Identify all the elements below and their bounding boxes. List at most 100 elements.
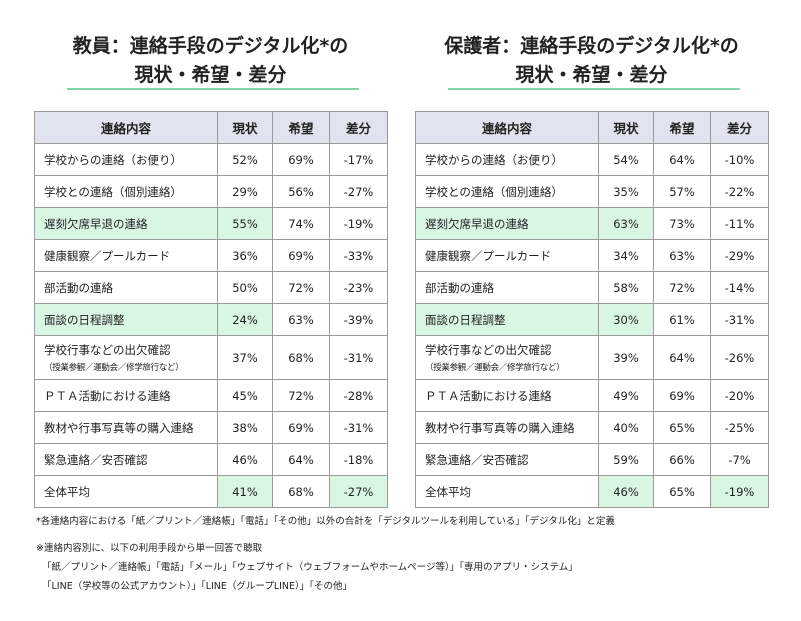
row-diff: -18% — [329, 443, 388, 476]
footnote-method: ※連絡内容別に、以下の利用手段から単一回答で聴取 — [36, 543, 263, 554]
footnote-options-2: 「LINE（学校等の公式アカウント）」「LINE（グループLINE）」「その他」 — [42, 581, 353, 592]
guardian-title-line2: 現状・希望・差分 — [515, 64, 668, 86]
row-diff: -31% — [710, 303, 769, 336]
table-row: ＰＴＡ活動における連絡 49% 69% -20% — [415, 379, 769, 412]
row-diff: -20% — [710, 379, 769, 412]
row-current: 35% — [598, 175, 654, 208]
guardian-title: 保護者：連絡手段のデジタル化*の 現状・希望・差分 — [415, 32, 768, 90]
row-hope: 73% — [653, 207, 711, 240]
row-diff: -26% — [710, 335, 769, 380]
table-row-average: 全体平均 46% 65% -19% — [415, 475, 769, 508]
table-row: 学校からの連絡（お便り） 52% 69% -17% — [34, 143, 388, 176]
table-row: 教材や行事写真等の購入連絡 40% 65% -25% — [415, 411, 769, 444]
table-row: 面談の日程調整 30% 61% -31% — [415, 303, 769, 336]
row-diff: -14% — [710, 271, 769, 304]
row-item: 遅刻欠席早退の連絡 — [34, 207, 218, 240]
row-current: 54% — [598, 143, 654, 176]
table-row: 緊急連絡／安否確認 46% 64% -18% — [34, 443, 388, 476]
table-row: ＰＴＡ活動における連絡 45% 72% -28% — [34, 379, 388, 412]
row-hope: 69% — [272, 143, 330, 176]
header-current: 現状 — [217, 111, 273, 144]
header-item: 連絡内容 — [34, 111, 218, 144]
row-item: 全体平均 — [34, 475, 218, 508]
row-item-sub: （授業参観／運動会／修学旅行など） — [44, 363, 184, 373]
row-diff: -25% — [710, 411, 769, 444]
row-hope: 63% — [272, 303, 330, 336]
teacher-table: 連絡内容 現状 希望 差分 学校からの連絡（お便り） 52% 69% -17% … — [34, 111, 388, 508]
row-hope: 68% — [272, 335, 330, 380]
row-current: 41% — [217, 475, 273, 508]
row-current: 55% — [217, 207, 273, 240]
header-current: 現状 — [598, 111, 654, 144]
row-item: 緊急連絡／安否確認 — [34, 443, 218, 476]
row-diff: -11% — [710, 207, 769, 240]
table-row: 学校との連絡（個別連絡） 29% 56% -27% — [34, 175, 388, 208]
row-current: 30% — [598, 303, 654, 336]
table-row: 部活動の連絡 50% 72% -23% — [34, 271, 388, 304]
row-hope: 72% — [272, 379, 330, 412]
table-row: 教材や行事写真等の購入連絡 38% 69% -31% — [34, 411, 388, 444]
row-diff: -28% — [329, 379, 388, 412]
row-hope: 69% — [653, 379, 711, 412]
row-item: 健康観察／プールカード — [415, 239, 599, 272]
row-current: 24% — [217, 303, 273, 336]
row-item: 学校との連絡（個別連絡） — [34, 175, 218, 208]
row-current: 59% — [598, 443, 654, 476]
row-current: 36% — [217, 239, 273, 272]
teacher-title-line2: 現状・希望・差分 — [134, 64, 287, 86]
row-hope: 68% — [272, 475, 330, 508]
row-current: 58% — [598, 271, 654, 304]
table-header-row: 連絡内容 現状 希望 差分 — [34, 111, 388, 144]
row-diff: -27% — [329, 475, 388, 508]
table-row: 遅刻欠席早退の連絡 63% 73% -11% — [415, 207, 769, 240]
row-item: 全体平均 — [415, 475, 599, 508]
table-row: 健康観察／プールカード 34% 63% -29% — [415, 239, 769, 272]
header-hope: 希望 — [272, 111, 330, 144]
row-hope: 65% — [653, 411, 711, 444]
row-item: 緊急連絡／安否確認 — [415, 443, 599, 476]
table-row: 学校との連絡（個別連絡） 35% 57% -22% — [415, 175, 769, 208]
row-diff: -31% — [329, 335, 388, 380]
row-diff: -19% — [710, 475, 769, 508]
footnote-definition: *各連絡内容における「紙／プリント／連絡帳」「電話」「その他」以外の合計を「デジ… — [36, 516, 615, 527]
row-current: 46% — [598, 475, 654, 508]
row-hope: 64% — [653, 143, 711, 176]
row-item: ＰＴＡ活動における連絡 — [415, 379, 599, 412]
row-diff: -19% — [329, 207, 388, 240]
row-hope: 61% — [653, 303, 711, 336]
table-row: 学校行事などの出欠確認 （授業参観／運動会／修学旅行など） 39% 64% -2… — [415, 335, 769, 380]
row-hope: 66% — [653, 443, 711, 476]
teacher-title: 教員：連絡手段のデジタル化*の 現状・希望・差分 — [34, 32, 387, 90]
row-item: 部活動の連絡 — [415, 271, 599, 304]
row-diff: -22% — [710, 175, 769, 208]
row-hope: 56% — [272, 175, 330, 208]
header-diff: 差分 — [329, 111, 388, 144]
table-row: 健康観察／プールカード 36% 69% -33% — [34, 239, 388, 272]
row-diff: -31% — [329, 411, 388, 444]
row-current: 29% — [217, 175, 273, 208]
row-item: 学校からの連絡（お便り） — [34, 143, 218, 176]
table-row: 部活動の連絡 58% 72% -14% — [415, 271, 769, 304]
row-current: 50% — [217, 271, 273, 304]
row-current: 38% — [217, 411, 273, 444]
row-item: 学校行事などの出欠確認 （授業参観／運動会／修学旅行など） — [34, 335, 218, 380]
row-diff: -23% — [329, 271, 388, 304]
row-item: 学校との連絡（個別連絡） — [415, 175, 599, 208]
teacher-title-underline — [67, 88, 359, 90]
row-hope: 72% — [653, 271, 711, 304]
row-item: 教材や行事写真等の購入連絡 — [415, 411, 599, 444]
table-row: 緊急連絡／安否確認 59% 66% -7% — [415, 443, 769, 476]
row-current: 34% — [598, 239, 654, 272]
row-item: 面談の日程調整 — [34, 303, 218, 336]
footnote-options-1: 「紙／プリント／連絡帳」「電話」「メール」「ウェブサイト（ウェブフォームやホーム… — [42, 562, 578, 573]
row-hope: 64% — [272, 443, 330, 476]
row-hope: 64% — [653, 335, 711, 380]
table-row: 学校からの連絡（お便り） 54% 64% -10% — [415, 143, 769, 176]
row-item-sub: （授業参観／運動会／修学旅行など） — [425, 363, 565, 373]
row-current: 45% — [217, 379, 273, 412]
row-hope: 74% — [272, 207, 330, 240]
row-item-label: 学校行事などの出欠確認 — [44, 343, 171, 357]
row-hope: 69% — [272, 239, 330, 272]
row-item: 遅刻欠席早退の連絡 — [415, 207, 599, 240]
row-diff: -33% — [329, 239, 388, 272]
